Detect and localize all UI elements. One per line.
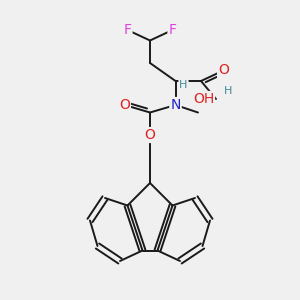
- Text: O: O: [119, 98, 130, 112]
- Text: H: H: [224, 86, 232, 96]
- Text: O: O: [218, 64, 229, 77]
- Text: F: F: [169, 23, 176, 37]
- Text: H: H: [179, 80, 188, 90]
- Text: O: O: [145, 128, 155, 142]
- Text: F: F: [124, 23, 131, 37]
- Text: N: N: [170, 98, 181, 112]
- Text: OH: OH: [193, 92, 214, 106]
